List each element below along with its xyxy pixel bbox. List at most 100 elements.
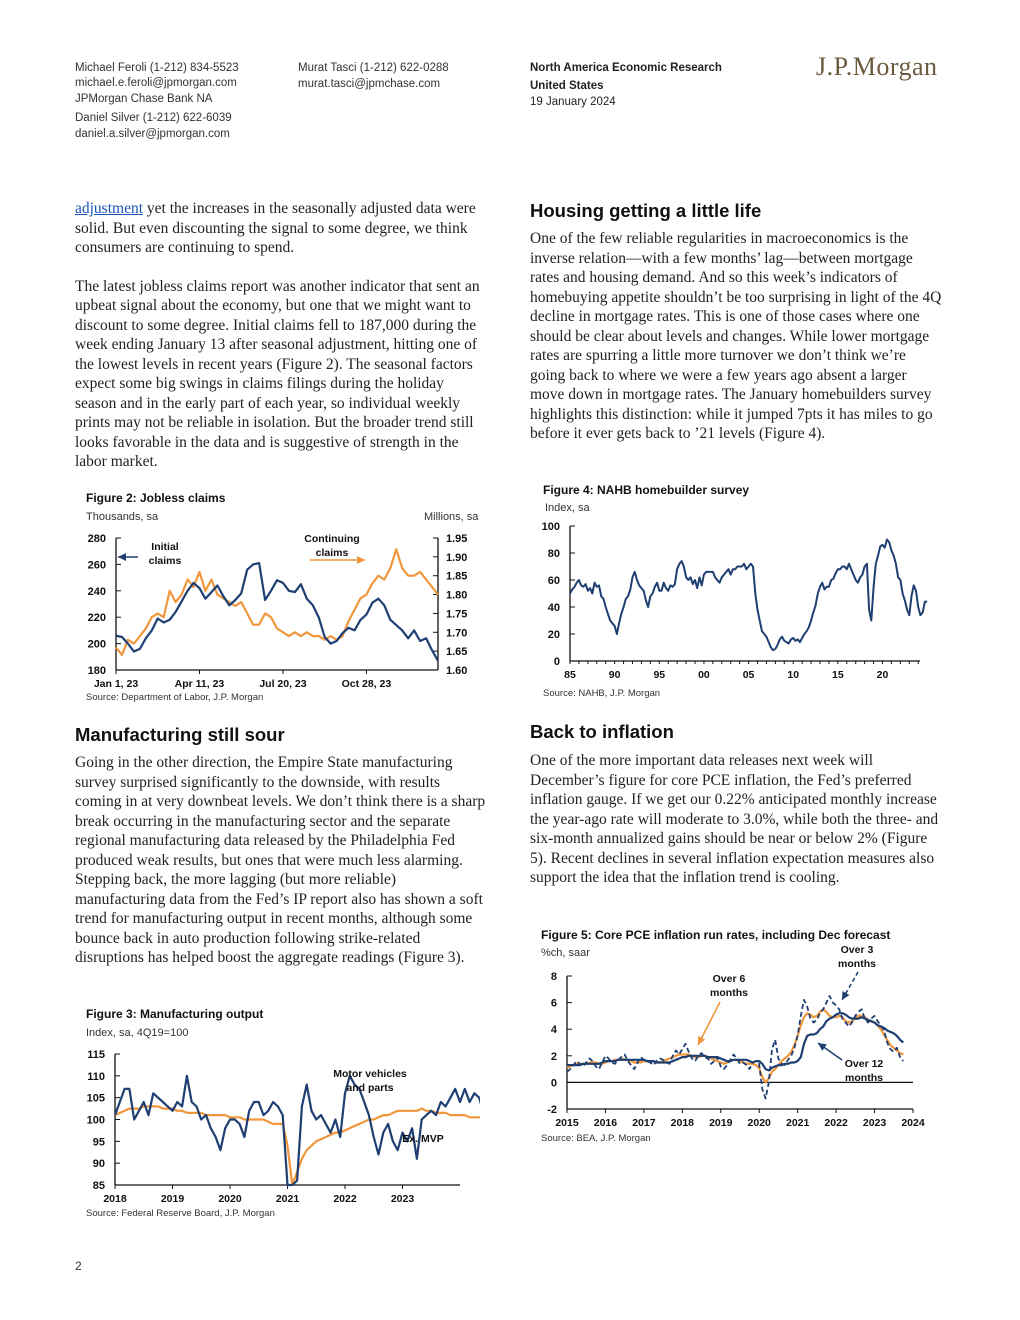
x-tick-label: 2019 <box>161 1193 185 1205</box>
series-initial-claims <box>115 561 439 662</box>
region: United States <box>530 80 604 92</box>
x-tick-label: 2021 <box>786 1117 810 1129</box>
y-right-tick-label: 1.90 <box>446 552 467 564</box>
paragraph-jobless-claims: The latest jobless claims report was ano… <box>75 277 480 471</box>
paragraph-manufacturing: Going in the other direction, the Empire… <box>75 754 486 966</box>
x-tick-label: 2016 <box>594 1117 618 1129</box>
author-email-silver[interactable]: daniel.a.silver@jpmorgan.com <box>75 128 230 140</box>
arrow-over-12-head <box>818 1043 827 1051</box>
y-tick-label: 40 <box>548 602 560 614</box>
series-nahb-index <box>569 538 928 652</box>
x-tick-label: 2018 <box>103 1193 127 1205</box>
paragraph-adjustment: adjustment yet the increases in the seas… <box>75 199 485 258</box>
series-over-3-months <box>566 995 905 1100</box>
section-title-manufacturing: Manufacturing still sour <box>75 724 285 745</box>
y-tick-label: -2 <box>547 1104 557 1116</box>
y-tick-label: 20 <box>548 629 560 641</box>
author-name-feroli: Michael Feroli (1-212) 834-5523 <box>75 62 239 74</box>
arrow-over-6-head <box>698 1036 706 1045</box>
research-unit: North America Economic Research <box>530 62 722 74</box>
arrow-over-3 <box>841 971 859 1001</box>
arrow-over-3-head <box>842 991 850 1000</box>
section-title-housing: Housing getting a little life <box>530 200 762 221</box>
y-tick-label: 0 <box>554 656 560 668</box>
y-tick-label: 80 <box>548 548 560 560</box>
series-continuing-claims <box>115 548 439 656</box>
x-tick-label: 2015 <box>555 1117 579 1129</box>
x-tick-label: 2019 <box>709 1117 733 1129</box>
y-tick-label: 4 <box>551 1024 558 1036</box>
arrow-continuing-head <box>357 556 365 564</box>
report-info: North America Economic Research United S… <box>530 60 790 110</box>
annotation-ex-mvp: Ex. MVP <box>402 1133 443 1145</box>
x-tick-label: 2020 <box>218 1193 242 1205</box>
x-tick-label: 90 <box>609 669 621 681</box>
annotation-claims-left: claims <box>149 555 182 567</box>
y-tick-label: 105 <box>87 1093 105 1105</box>
author-name-tasci: Murat Tasci (1-212) 622-0288 <box>298 62 449 74</box>
figure5-unit: %ch, saar <box>541 947 590 959</box>
annotation-continuing: Continuing <box>304 533 359 545</box>
figure5-source: Source: BEA, J.P. Morgan <box>541 1133 651 1144</box>
x-tick-label: 85 <box>564 669 576 681</box>
annotation-claims-right: claims <box>316 547 349 559</box>
report-date: 19 January 2024 <box>530 96 616 108</box>
figure3-source: Source: Federal Reserve Board, J.P. Morg… <box>86 1208 275 1219</box>
y-left-tick-label: 260 <box>88 559 106 571</box>
y-left-tick-label: 180 <box>88 665 106 677</box>
adjustment-link[interactable]: adjustment <box>75 200 144 217</box>
series-motor-vehicles <box>113 1074 480 1187</box>
x-tick-label: Jul 20, 23 <box>259 678 306 690</box>
y-right-tick-label: 1.70 <box>446 627 467 639</box>
figure2-title: Figure 2: Jobless claims <box>86 491 226 505</box>
x-tick-label: 15 <box>832 669 844 681</box>
x-tick-label: 20 <box>877 669 889 681</box>
y-tick-label: 2 <box>551 1051 557 1063</box>
authors-left: Michael Feroli (1-212) 834-5523 michael.… <box>75 60 290 142</box>
jpmorgan-logo: J.P.Morgan <box>816 52 938 81</box>
figure2-right-unit: Millions, sa <box>424 511 479 523</box>
y-tick-label: 6 <box>551 998 557 1010</box>
y-right-tick-label: 1.85 <box>446 571 467 583</box>
y-tick-label: 8 <box>551 971 557 983</box>
y-right-tick-label: 1.65 <box>446 646 467 658</box>
annotation-over-6: Over 6 <box>713 973 746 985</box>
figure4-title: Figure 4: NAHB homebuilder survey <box>543 483 750 497</box>
series-over-12-months <box>567 1012 905 1072</box>
figure5-title: Figure 5: Core PCE inflation run rates, … <box>541 928 891 942</box>
author-email-tasci[interactable]: murat.tasci@jpmchase.com <box>298 78 441 90</box>
y-right-tick-label: 1.75 <box>446 608 467 620</box>
paragraph-adjustment-text: yet the increases in the seasonally adju… <box>75 200 476 256</box>
annotation-motor-vehicles: Motor vehicles <box>333 1068 407 1080</box>
y-tick-label: 100 <box>87 1115 105 1127</box>
x-tick-label: 00 <box>698 669 710 681</box>
x-tick-label: 05 <box>743 669 755 681</box>
y-tick-label: 110 <box>87 1071 105 1083</box>
x-tick-label: Oct 28, 23 <box>342 678 392 690</box>
arrow-over-6 <box>697 1001 721 1046</box>
x-tick-label: 2022 <box>333 1193 357 1205</box>
x-tick-label: 10 <box>787 669 799 681</box>
x-tick-label: Jan 1, 23 <box>94 678 139 690</box>
figure3-unit: Index, sa, 4Q19=100 <box>86 1027 189 1039</box>
y-tick-label: 85 <box>93 1180 105 1192</box>
arrow-initial-head <box>118 553 126 561</box>
page-number: 2 <box>75 1259 82 1273</box>
author-name-silver: Daniel Silver (1-212) 622-6039 <box>75 112 232 124</box>
y-tick-label: 90 <box>93 1158 105 1170</box>
y-tick-label: 60 <box>548 575 560 587</box>
y-tick-label: 0 <box>551 1077 557 1089</box>
x-tick-label: 95 <box>653 669 665 681</box>
x-tick-label: 2017 <box>632 1117 656 1129</box>
y-tick-label: 100 <box>542 521 560 533</box>
author-affiliation: JPMorgan Chase Bank NA <box>75 93 213 105</box>
annotation-and-parts: and parts <box>346 1082 393 1094</box>
annotation-over-12: Over 12 <box>845 1058 884 1070</box>
left-column-text: adjustment yet the increases in the seas… <box>75 199 485 472</box>
x-tick-label: 2020 <box>748 1117 772 1129</box>
author-email-feroli[interactable]: michael.e.feroli@jpmorgan.com <box>75 77 237 89</box>
y-right-tick-label: 1.95 <box>446 533 467 545</box>
y-right-tick-label: 1.80 <box>446 590 467 602</box>
